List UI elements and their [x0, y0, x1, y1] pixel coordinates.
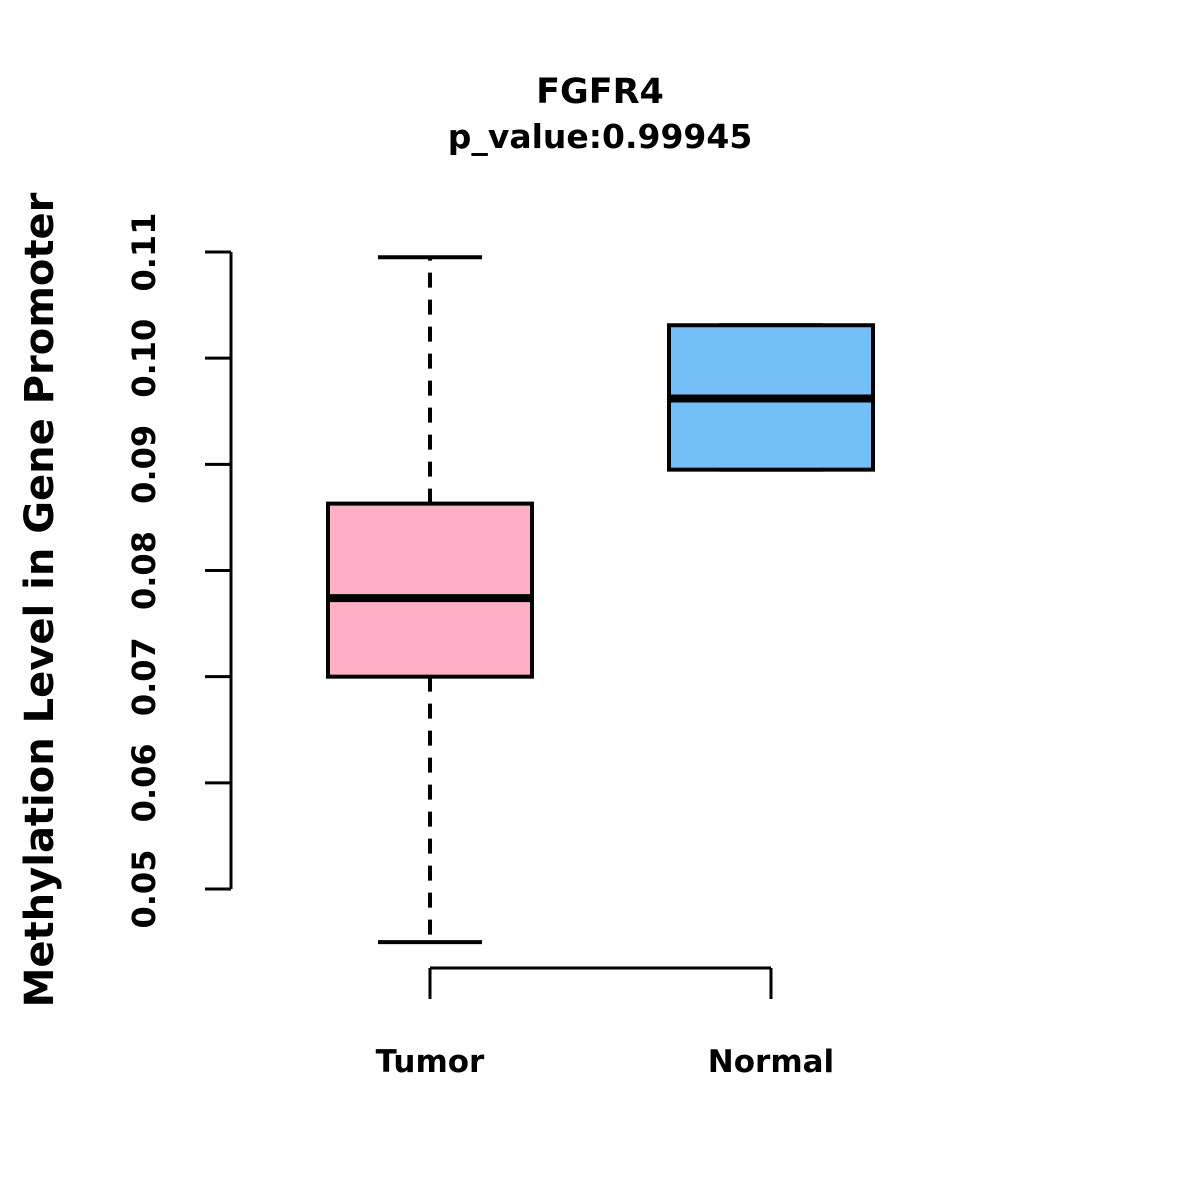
y-tick-label: 0.11 [125, 213, 163, 292]
y-tick-label: 0.05 [125, 850, 163, 929]
chart-title: FGFR4 [536, 72, 664, 112]
y-tick-label: 0.08 [125, 531, 163, 610]
x-category-label-tumor: Tumor [376, 1044, 485, 1080]
x-category-label-normal: Normal [708, 1044, 834, 1080]
y-tick-label: 0.09 [125, 425, 163, 504]
box-tumor [326, 501, 534, 679]
y-tick-label: 0.06 [125, 743, 163, 822]
y-tick-label: 0.10 [125, 319, 163, 398]
y-tick-label: 0.07 [125, 637, 163, 716]
chart-subtitle: p_value:0.99945 [447, 117, 753, 156]
